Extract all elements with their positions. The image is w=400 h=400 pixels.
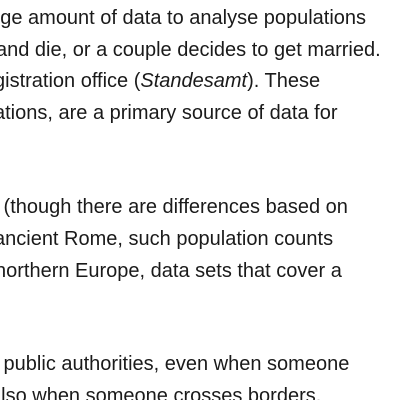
- text-line: ations, are a primary source of data for: [0, 102, 338, 124]
- text-line: ancient Rome, such population counts: [0, 228, 334, 250]
- text-span: ). These: [247, 70, 321, 92]
- text-line: y (though there are differences based on: [0, 196, 348, 218]
- italic-term: Standesamt: [140, 70, 248, 92]
- text-line: also when someone crosses borders.: [0, 385, 322, 400]
- text-line: northern Europe, data sets that cover a: [0, 260, 342, 282]
- text-line: gistration office (Standesamt). These: [0, 69, 320, 93]
- text-line: y public authorities, even when someone: [0, 353, 350, 375]
- text-line: large amount of data to analyse populati…: [0, 7, 367, 29]
- text-line: and die, or a couple decides to get marr…: [0, 39, 381, 61]
- text-span: gistration office (: [0, 70, 141, 92]
